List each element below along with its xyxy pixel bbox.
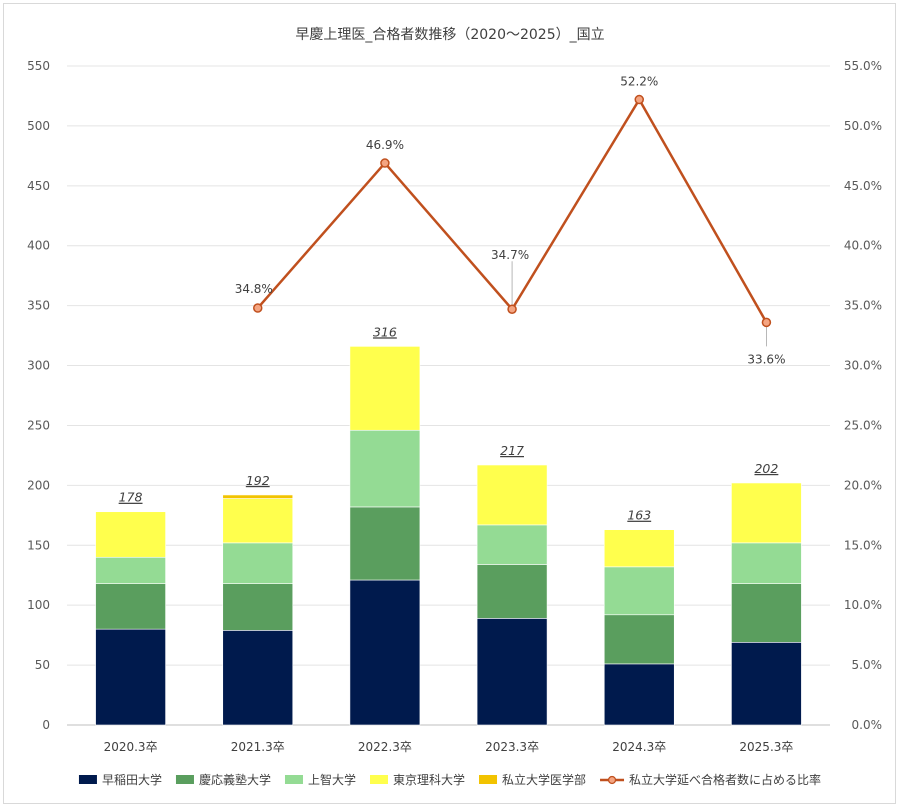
category-label: 2020.3卒 — [104, 740, 158, 754]
category-label: 2022.3卒 — [358, 740, 412, 754]
bar-segment — [603, 663, 675, 726]
bar-segment — [95, 556, 166, 584]
bar-segment — [222, 583, 294, 631]
ratio-data-label: 34.8% — [235, 282, 273, 296]
legend-marker — [607, 775, 617, 785]
left-tick-label: 50 — [35, 658, 50, 672]
bar-segment — [222, 542, 294, 584]
right-tick-label: 5.0% — [852, 658, 883, 672]
right-tick-label: 50.0% — [844, 119, 882, 133]
category-label: 2021.3卒 — [231, 740, 285, 754]
right-tick-label: 35.0% — [844, 299, 882, 313]
right-tick-label: 30.0% — [844, 359, 882, 373]
right-tick-label: 45.0% — [844, 179, 882, 193]
ratio-data-label: 33.6% — [747, 352, 785, 366]
ratio-point — [634, 94, 644, 105]
right-tick-label: 20.0% — [844, 478, 882, 492]
legend-swatch — [284, 775, 303, 784]
bar-segment — [731, 482, 802, 544]
left-tick-label: 450 — [27, 179, 50, 193]
right-tick-label: 15.0% — [844, 538, 882, 552]
bar-segment — [349, 346, 421, 431]
category-axis-labels: 2020.3卒 2021.3卒 2022.3卒 2023.3卒 2024.3卒 2025.… — [104, 740, 794, 754]
category-label: 2023.3卒 — [485, 740, 539, 754]
ratio-data-label: 46.9% — [366, 138, 404, 152]
bar-total-labels: 178 192 316 217 163 202 — [119, 324, 779, 522]
bar-segment — [731, 642, 802, 726]
bar-total-label: 178 — [119, 490, 143, 505]
ratio-line-series: 34.8% 46.9% 34.7% 52.2% 33.6% — [235, 75, 786, 367]
category-label: 2024.3卒 — [612, 740, 666, 754]
legend-swatch — [175, 775, 194, 784]
left-tick-label: 250 — [27, 418, 50, 432]
bar-segment — [476, 618, 548, 726]
bar-segment — [603, 614, 675, 665]
bar-total-label: 316 — [373, 324, 397, 339]
bar-total-label: 163 — [627, 508, 651, 523]
chart-title: 早慶上理医_合格者数推移（2020～2025）_国立 — [295, 27, 604, 43]
right-axis-ticks: 0.0% 5.0% 10.0% 15.0% 20.0% 25.0% 30.0% 35.0% 40… — [844, 59, 882, 732]
gridlines — [67, 65, 830, 726]
ratio-point — [253, 303, 263, 313]
category-label: 2025.3卒 — [739, 740, 793, 754]
bar-segment — [95, 511, 166, 558]
left-tick-label: 200 — [27, 478, 50, 492]
left-tick-label: 550 — [27, 59, 50, 73]
ratio-point — [761, 317, 772, 328]
legend-label: 早稲田大学 — [102, 772, 162, 787]
bar-segment — [603, 529, 675, 568]
ratio-point — [380, 158, 390, 168]
legend: 早稲田大学 慶応義塾大学 上智大学 東京理科大学 私立大学医学部 私立大学延べ合格者数に占… — [78, 772, 821, 787]
bar-segment — [476, 464, 548, 526]
legend-label: 慶応義塾大学 — [199, 772, 271, 787]
ratio-data-label: 34.7% — [491, 248, 529, 262]
left-tick-label: 300 — [27, 359, 50, 373]
left-tick-label: 100 — [27, 598, 50, 612]
legend-label: 私立大学医学部 — [502, 772, 586, 787]
right-tick-label: 55.0% — [844, 59, 882, 73]
bar-segment — [349, 579, 421, 726]
ratio-data-label: 52.2% — [620, 75, 658, 89]
legend-swatch — [78, 775, 97, 784]
bar-total-label: 192 — [246, 473, 270, 488]
legend-swatch — [479, 775, 498, 784]
bar-segment — [731, 542, 802, 584]
bar-segment — [95, 628, 166, 726]
left-tick-label: 0 — [42, 718, 50, 732]
right-tick-label: 10.0% — [844, 598, 882, 612]
left-tick-label: 500 — [27, 119, 50, 133]
legend-label: 東京理科大学 — [393, 772, 465, 787]
left-tick-label: 400 — [27, 239, 50, 253]
left-axis-ticks: 0 50 100 150 200 250 300 350 400 450 500 550 — [27, 59, 50, 732]
left-tick-label: 150 — [27, 538, 50, 552]
ratio-point — [507, 304, 517, 314]
bar-segment — [222, 494, 294, 499]
legend-label: 上智大学 — [308, 772, 356, 787]
bar-segment — [95, 583, 166, 630]
bar-segment — [731, 583, 802, 643]
bar-segment — [222, 498, 294, 544]
left-tick-label: 350 — [27, 299, 50, 313]
bar-segment — [603, 566, 675, 616]
bar-stacks — [95, 346, 802, 726]
bar-segment — [349, 429, 421, 508]
bar-segment — [476, 564, 548, 619]
bar-total-label: 217 — [500, 443, 524, 458]
right-tick-label: 25.0% — [844, 418, 882, 432]
legend-swatch — [370, 775, 388, 784]
bar-segment — [349, 506, 421, 581]
bar-total-label: 202 — [754, 461, 778, 476]
right-tick-label: 0.0% — [852, 718, 883, 732]
right-tick-label: 40.0% — [844, 239, 882, 253]
bar-segment — [476, 524, 548, 565]
bar-segment — [222, 630, 294, 726]
legend-label: 私立大学延べ合格者数に占める比率 — [629, 772, 821, 787]
